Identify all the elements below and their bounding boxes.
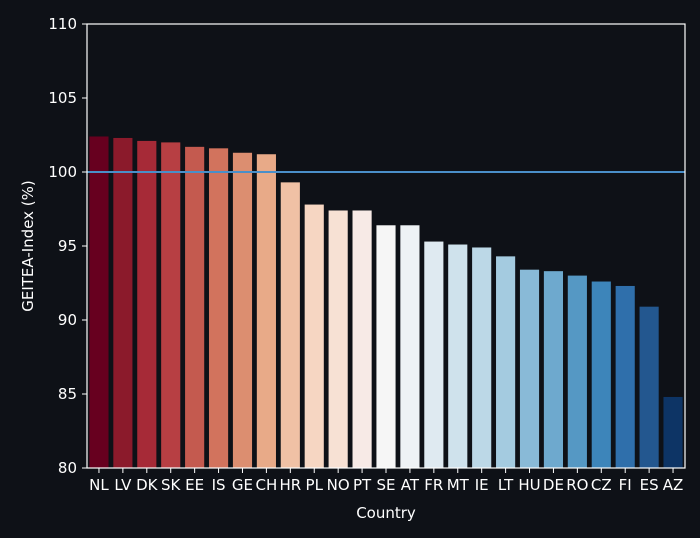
x-tick-label: HU [518, 476, 540, 494]
y-tick-label: 95 [58, 237, 77, 255]
bar-ee [185, 146, 205, 468]
x-tick-label: DK [136, 476, 159, 494]
x-tick-label: IE [475, 476, 489, 494]
bar-hu [519, 269, 540, 468]
y-ticks-layer: 80 85 90 95 100 105 110 [48, 15, 87, 477]
x-tick-label: SE [377, 476, 396, 494]
bar-fi [615, 285, 635, 468]
x-tick-label: FR [424, 476, 443, 494]
x-tick-label: CZ [591, 476, 612, 494]
x-tick-label: LV [114, 476, 132, 494]
bars-layer [89, 136, 683, 469]
x-tick-label: PL [306, 476, 324, 494]
y-tick-label: 85 [58, 385, 77, 403]
x-tick-label: GE [232, 476, 253, 494]
bar-mt [448, 244, 468, 468]
x-tick-label: LT [498, 476, 514, 494]
y-tick-label: 100 [48, 163, 77, 181]
x-ticks-layer: NL LV DK SK EE IS GE CH HR PL NO PT SE AT FR MT IE LT HU DE… [89, 468, 683, 494]
x-tick-label: MT [447, 476, 470, 494]
y-tick-label: 90 [58, 311, 77, 329]
bar-nl [89, 136, 109, 469]
x-tick-label: ES [640, 476, 659, 494]
x-tick-label: SK [161, 476, 182, 494]
bar-ie [472, 247, 492, 468]
x-tick-label: FI [619, 476, 632, 494]
x-tick-label: NL [89, 476, 109, 494]
bar-fr [424, 241, 444, 468]
bar-cz [591, 281, 611, 468]
x-tick-label: IS [212, 476, 226, 494]
bar-ch [256, 154, 276, 469]
bar-pl [304, 204, 324, 468]
y-axis-label: GEITEA-Index (%) [19, 180, 37, 312]
bar-lt [496, 256, 516, 468]
bar-ro [567, 275, 587, 468]
x-axis-label: Country [356, 504, 416, 522]
bar-at [400, 225, 420, 468]
y-tick-label: 110 [48, 15, 77, 33]
bar-se [376, 225, 396, 468]
x-tick-label: CH [256, 476, 278, 494]
bar-is [208, 148, 229, 468]
bar-sk [161, 142, 181, 468]
bar-lv [113, 137, 133, 468]
x-tick-label: PT [353, 476, 372, 494]
y-tick-label: 105 [48, 89, 77, 107]
x-tick-label: EE [185, 476, 204, 494]
x-tick-label: DE [543, 476, 564, 494]
x-tick-label: NO [327, 476, 350, 494]
bar-ge [232, 152, 253, 468]
bar-az [663, 396, 683, 468]
bar-pt [352, 210, 372, 469]
x-tick-label: AZ [663, 476, 684, 494]
bar-no [328, 210, 348, 469]
x-tick-label: HR [279, 476, 301, 494]
x-tick-label: RO [566, 476, 588, 494]
y-tick-label: 80 [58, 459, 77, 477]
bar-hr [280, 182, 300, 469]
bar-dk [137, 140, 157, 469]
bar-es [639, 306, 659, 468]
x-tick-label: AT [401, 476, 420, 494]
bar-de [543, 271, 564, 468]
